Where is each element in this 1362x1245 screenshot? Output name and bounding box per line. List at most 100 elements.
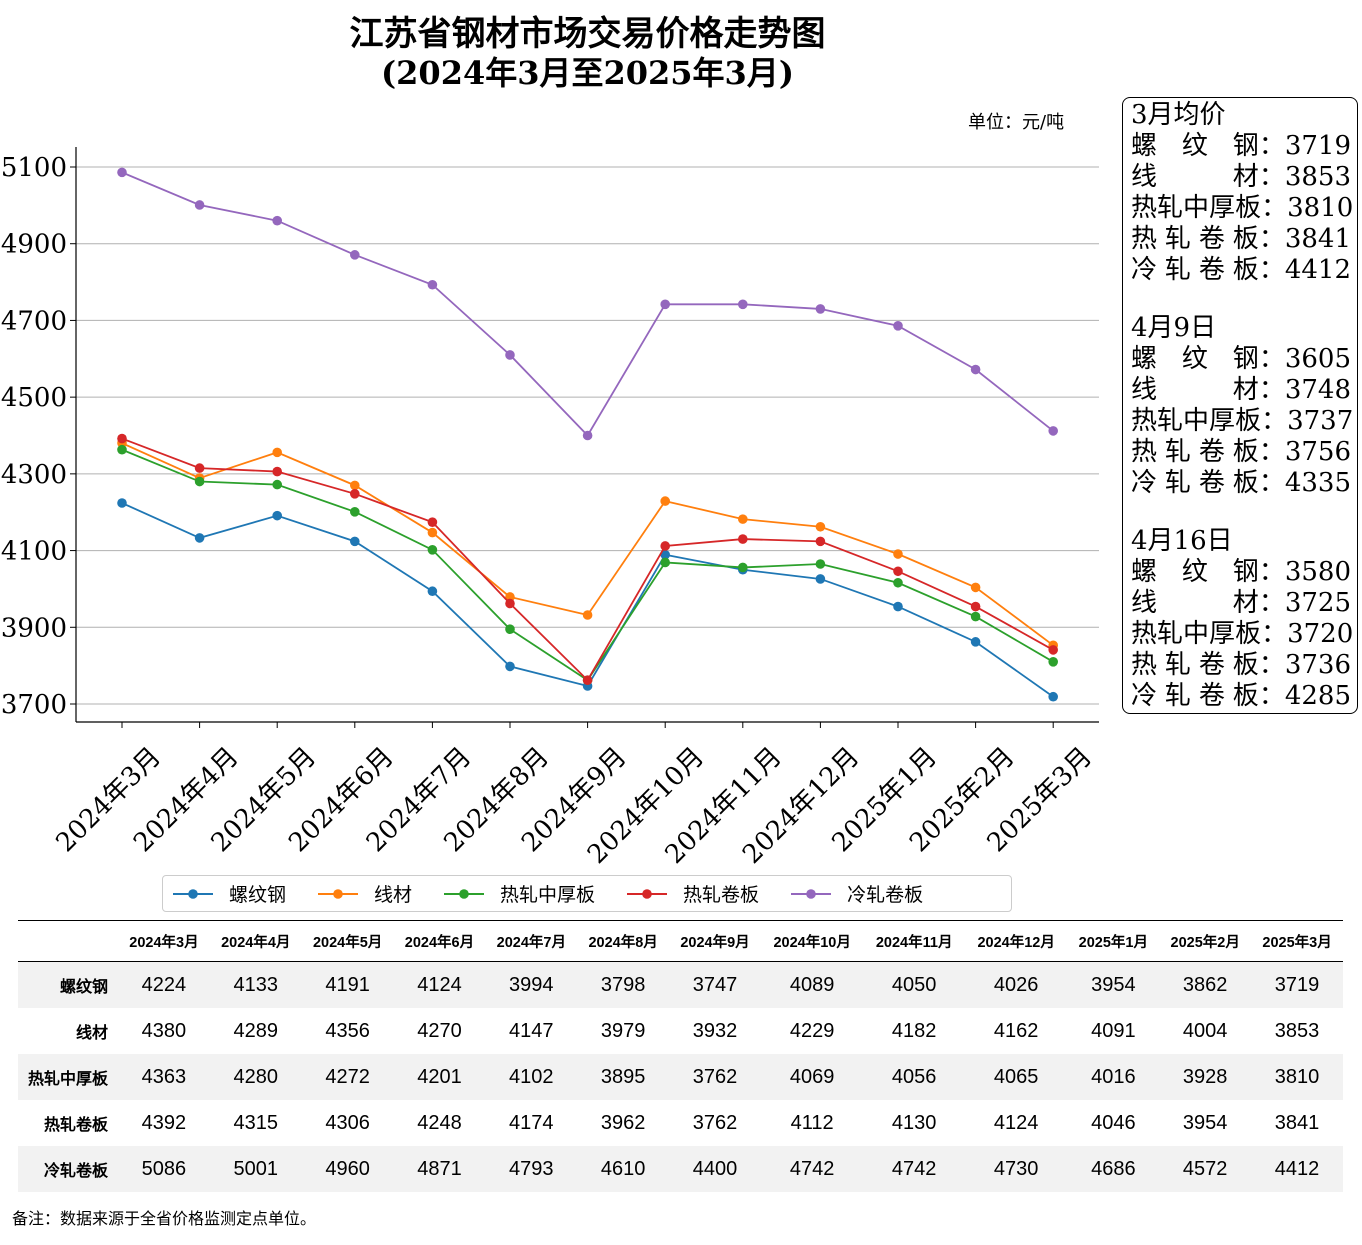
data-point [815,559,826,569]
summary-colon: ： [1258,681,1285,711]
table-row-header: 螺纹钢 [18,961,118,1008]
data-point [815,536,826,547]
table-row: 热轧卷板 4392 4315 4306 4248 4174 3962 3762 4112 4130… [18,1100,1343,1146]
data-point [582,430,593,441]
table-cell: 3747 [669,961,761,1008]
table-cell: 4191 [301,961,394,1008]
summary-row: 热轧中厚板： 3737 [1131,406,1353,437]
summary-heading: 3月均价 [1131,100,1226,130]
summary-heading: 4月16日 [1131,526,1233,556]
table-column-header: 2024年10月 [760,920,864,962]
table-cell: 4046 [1091,1111,1136,1134]
data-point [194,533,205,543]
table-cell: 4289 [233,1019,279,1042]
summary-label: 螺纹钢 [1131,131,1259,161]
line-chart: 370039004100430045004700490051002024年3月2… [1,147,1099,870]
data-point [660,299,670,310]
data-point [272,215,283,226]
table-cell: 3994 [485,961,578,1008]
summary-row: 冷轧卷板： 4412 [1131,255,1351,286]
table-row-header: 热轧中厚板 [18,1054,118,1100]
table-row: 冷轧卷板 5086 5001 4960 4871 4793 4610 4400 4742 4742… [18,1146,1343,1192]
table-column-header: 2024年3月 [118,920,210,962]
data-point [1048,691,1058,702]
summary-value: 3841 [1284,224,1351,254]
summary-value: 4412 [1284,255,1351,285]
table-column-header: 2025年2月 [1159,920,1252,962]
summary-row: 线材： 3748 [1131,375,1351,406]
table-cell: 3841 [1274,1111,1320,1134]
data-point [117,433,127,444]
summary-value: 3605 [1284,344,1351,374]
summary-value: 3719 [1284,131,1351,161]
data-point [738,534,748,544]
table-cell: 4016 [1067,1054,1160,1100]
summary-colon: ： [1258,344,1285,374]
data-point [272,466,283,477]
table-cell: 4089 [760,961,864,1008]
legend-label: 线材 [374,884,413,906]
table-cell: 4960 [301,1146,394,1192]
table-cell: 4130 [891,1111,937,1134]
table-column-header: 2024年9月 [669,920,761,962]
table-cell: 4270 [417,1019,462,1042]
legend-label: 热轧中厚板 [500,884,596,906]
summary-value: 3748 [1284,375,1351,405]
table-cell: 4572 [1159,1146,1252,1192]
table-cell: 4065 [964,1054,1068,1100]
summary-row: 线材： 3725 [1131,588,1351,619]
table-cell: 3762 [669,1054,761,1100]
y-tick-label: 4100 [1,537,67,567]
table-cell: 4091 [1091,1019,1136,1042]
data-point [970,601,981,612]
summary-label: 螺纹钢 [1131,344,1259,374]
table-cell: 4280 [209,1054,302,1100]
legend-item: 冷轧卷板 [789,880,923,907]
table-cell: 4112 [790,1111,834,1134]
table-column-header: 2025年3月 [1251,920,1343,962]
unit-label: 单位：元/吨 [968,112,1065,133]
summary-label: 螺纹钢 [1131,557,1259,587]
summary-heading: 4月9日 [1131,313,1217,343]
data-point [893,566,903,577]
data-point [738,562,748,573]
summary-row: 螺纹钢： 3580 [1131,557,1351,588]
table-cell: 4056 [863,1054,965,1100]
legend-label: 冷轧卷板 [847,884,924,906]
table-row: 热轧中厚板 4363 4280 4272 4201 4102 3895 3762 4069 405… [18,1054,1343,1100]
table-column-header: 2024年11月 [863,920,965,962]
table-cell: 4871 [393,1146,486,1192]
table-cell: 4201 [393,1054,486,1100]
table-cell: 4004 [1182,1019,1228,1042]
summary-label: 热轧卷板 [1131,224,1259,254]
legend-swatch [173,888,213,899]
summary-colon: ： [1261,193,1288,223]
summary-value: 3580 [1284,557,1351,587]
table-cell: 3798 [577,961,670,1008]
table-corner-cell [18,920,118,962]
data-point [505,624,515,635]
data-point [660,541,670,551]
legend-swatch [791,888,832,899]
summary-colon: ： [1261,406,1288,436]
summary-colon: ： [1258,162,1285,192]
data-point [582,610,593,620]
table-cell: 4742 [760,1146,864,1192]
table-cell: 3719 [1251,961,1343,1008]
summary-row: 螺纹钢： 3605 [1131,344,1351,375]
data-point [815,521,826,532]
summary-label: 线材 [1131,375,1259,405]
summary-label: 热轧中厚板 [1131,619,1262,649]
table-cell: 4102 [485,1054,578,1100]
table-cell: 3979 [600,1019,646,1042]
summary-label: 热轧中厚板 [1131,406,1262,436]
legend-label: 螺纹钢 [229,884,287,906]
data-point [272,510,283,521]
table-cell: 4026 [964,961,1068,1008]
table-row-header: 冷轧卷板 [18,1146,118,1192]
table-column-header: 2024年7月 [485,920,578,962]
summary-value: 3756 [1284,437,1351,467]
summary-colon: ： [1258,650,1285,680]
data-point [350,507,360,517]
footnote: 备注：数据来源于全省价格监测定点单位。 [12,1209,317,1228]
